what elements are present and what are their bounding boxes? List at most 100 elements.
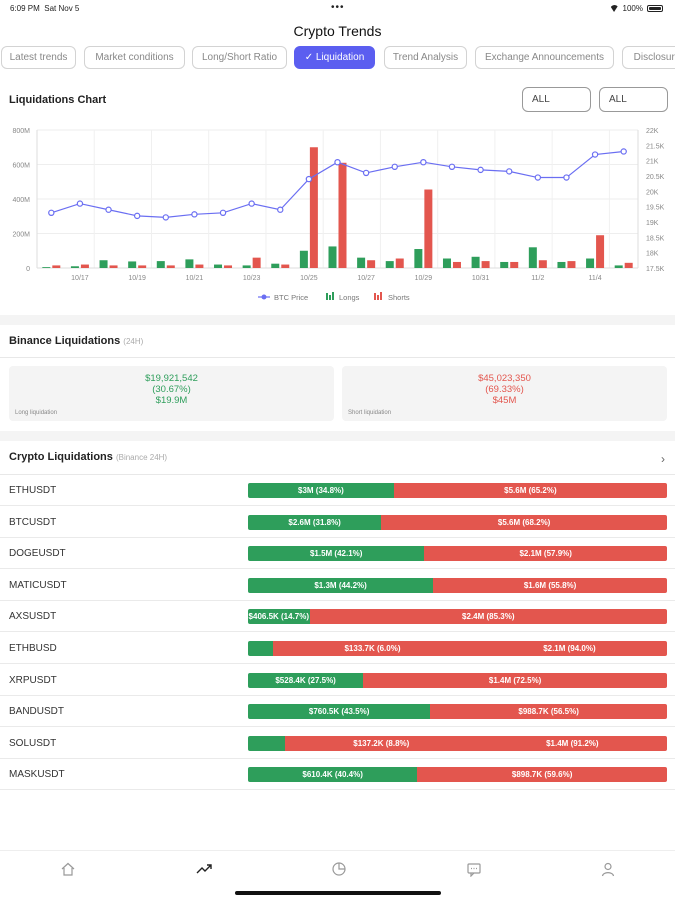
battery-icon: [647, 5, 663, 12]
liquidation-row[interactable]: MASKUSDT $610.4K (40.4%) $898.7K (59.6%): [0, 759, 675, 791]
row-symbol: AXSUSDT: [9, 611, 57, 623]
bar-longs: [156, 261, 165, 268]
user-icon[interactable]: [600, 861, 616, 877]
btc-price-point: [420, 159, 427, 166]
bar-longs: [299, 250, 308, 268]
tab-long-short-ratio[interactable]: Long/Short Ratio: [192, 46, 287, 69]
short-amount: $45,023,350: [478, 373, 531, 384]
short-label: $2.1M (94.0%): [543, 644, 596, 653]
divider-line: [0, 474, 675, 475]
liquidation-row[interactable]: DOGEUSDT $1.5M (42.1%) $2.1M (57.9%): [0, 538, 675, 570]
tab-market-conditions[interactable]: Market conditions: [84, 46, 185, 69]
crypto-liquidations-title[interactable]: Crypto Liquidations (Binance 24H): [9, 451, 168, 463]
legend-longs-swatch: [329, 295, 331, 300]
long-segment: $1.3M (44.2%): [248, 577, 434, 593]
btc-price-point: [591, 151, 599, 158]
legend-longs-label: Longs: [339, 293, 360, 302]
long-segment: $1.5M (42.1%): [248, 546, 425, 562]
btc-price-point: [534, 174, 542, 181]
short-label: Short liquidation: [348, 410, 392, 416]
long-short-amount: $19.9M: [155, 395, 188, 406]
liquidation-row[interactable]: BANDUSDT $760.5K (43.5%) $988.7K (56.5%): [0, 696, 675, 728]
y-right-tick-label: 19K: [646, 220, 659, 227]
bar-shorts: [567, 261, 576, 268]
bar-longs: [271, 263, 280, 268]
liquidation-row[interactable]: AXSUSDT $406.5K (14.7%) $2.4M (85.3%): [0, 601, 675, 633]
liquidation-row[interactable]: SOLUSDT $137.2K (8.8%) $1.4M (91.2%): [0, 728, 675, 759]
bar-shorts: [224, 265, 233, 268]
bar-longs: [42, 267, 51, 268]
short-segment: $898.7K (59.6%): [417, 767, 667, 783]
bar-longs: [70, 266, 79, 268]
y-right-tick-label: 18K: [646, 251, 659, 258]
bar-shorts: [481, 261, 490, 268]
liquidation-row[interactable]: ETHBUSD $133.7K (6.0%) $2.1M (94.0%): [0, 633, 675, 664]
trend-icon[interactable]: [196, 861, 212, 877]
tab-latest-trends[interactable]: Latest trends: [1, 46, 76, 69]
bar-longs: [128, 261, 137, 268]
liquidation-row[interactable]: ETHUSDT $3M (34.8%) $5.6M (65.2%): [0, 475, 675, 506]
wifi-icon: [609, 5, 619, 12]
tab-trend-analysis[interactable]: Trend Analysis: [384, 46, 467, 69]
bar-longs: [385, 261, 394, 268]
bar-longs: [185, 259, 194, 268]
coin-select[interactable]: ALL: [599, 87, 668, 112]
legend-shorts-swatch: [377, 295, 379, 300]
bar-shorts: [166, 265, 175, 268]
row-symbol: MATICUSDT: [9, 579, 67, 591]
btc-price-point: [305, 175, 313, 183]
chart-pie-icon[interactable]: [331, 861, 347, 877]
section-divider: [0, 431, 675, 441]
binance-liquidations-title: Binance Liquidations (24H): [9, 335, 144, 347]
divider-line: [0, 357, 675, 358]
tab-disclosure[interactable]: Disclosure: [622, 46, 675, 69]
short-segment: $2.4M (85.3%): [309, 609, 667, 625]
y-left-tick-label: 200M: [12, 232, 30, 239]
short-segment: $137.2K (8.8%) $1.4M (91.2%): [284, 735, 667, 751]
bar-longs: [500, 261, 509, 268]
chevron-right-icon[interactable]: ›: [661, 452, 665, 466]
liquidation-row[interactable]: XRPUSDT $528.4K (27.5%) $1.4M (72.5%): [0, 665, 675, 696]
btc-price-point: [620, 148, 627, 155]
tab-liquidation[interactable]: ✓ Liquidation: [294, 46, 375, 69]
tab-exchange-announcements[interactable]: Exchange Announcements: [475, 46, 614, 69]
section-divider: [0, 315, 675, 325]
y-right-tick-label: 21.5K: [646, 143, 665, 150]
battery-text: 100%: [622, 4, 643, 13]
y-left-tick-label: 0: [26, 266, 30, 273]
bar-shorts: [510, 261, 519, 268]
bar-longs: [586, 258, 595, 268]
btc-price-point: [48, 209, 55, 217]
liquidations-chart-title: Liquidations Chart: [9, 94, 107, 106]
legend-shorts-swatch: [374, 293, 376, 300]
bar-shorts: [281, 264, 290, 268]
message-icon[interactable]: [466, 861, 482, 877]
x-tick-label: 10/17: [71, 275, 89, 282]
y-right-tick-label: 19.5K: [646, 205, 665, 212]
legend-shorts-swatch: [380, 292, 382, 300]
liquidation-row[interactable]: BTCUSDT $2.6M (31.8%) $5.6M (68.2%): [0, 507, 675, 538]
exchange-select[interactable]: ALL: [522, 87, 591, 112]
long-short-bar: $610.4K (40.4%) $898.7K (59.6%): [248, 767, 667, 783]
row-symbol: ETHBUSD: [9, 643, 57, 654]
legend-longs-swatch: [326, 293, 328, 300]
btc-price-point: [248, 200, 255, 207]
bar-shorts: [624, 262, 633, 268]
bar-longs: [357, 257, 366, 268]
long-short-bar: $137.2K (8.8%) $1.4M (91.2%): [248, 735, 667, 751]
long-short-bar: $406.5K (14.7%) $2.4M (85.3%): [248, 609, 667, 625]
liquidation-row[interactable]: MATICUSDT $1.3M (44.2%) $1.6M (55.8%): [0, 570, 675, 601]
home-icon[interactable]: [60, 861, 76, 877]
bar-longs: [442, 258, 451, 268]
long-segment: [248, 641, 274, 656]
x-tick-label: 10/29: [415, 275, 433, 282]
long-short-bar: $1.3M (44.2%) $1.6M (55.8%): [248, 577, 667, 593]
multitask-dots[interactable]: •••: [331, 2, 345, 13]
x-tick-label: 10/31: [472, 275, 490, 282]
y-right-tick-label: 18.5K: [646, 235, 665, 242]
long-short-bar: $760.5K (43.5%) $988.7K (56.5%): [248, 704, 667, 720]
btc-price-point: [334, 159, 341, 166]
long-segment: $760.5K (43.5%): [248, 704, 431, 720]
long-short-bar: $528.4K (27.5%) $1.4M (72.5%): [248, 672, 667, 688]
bar-shorts: [195, 264, 204, 268]
